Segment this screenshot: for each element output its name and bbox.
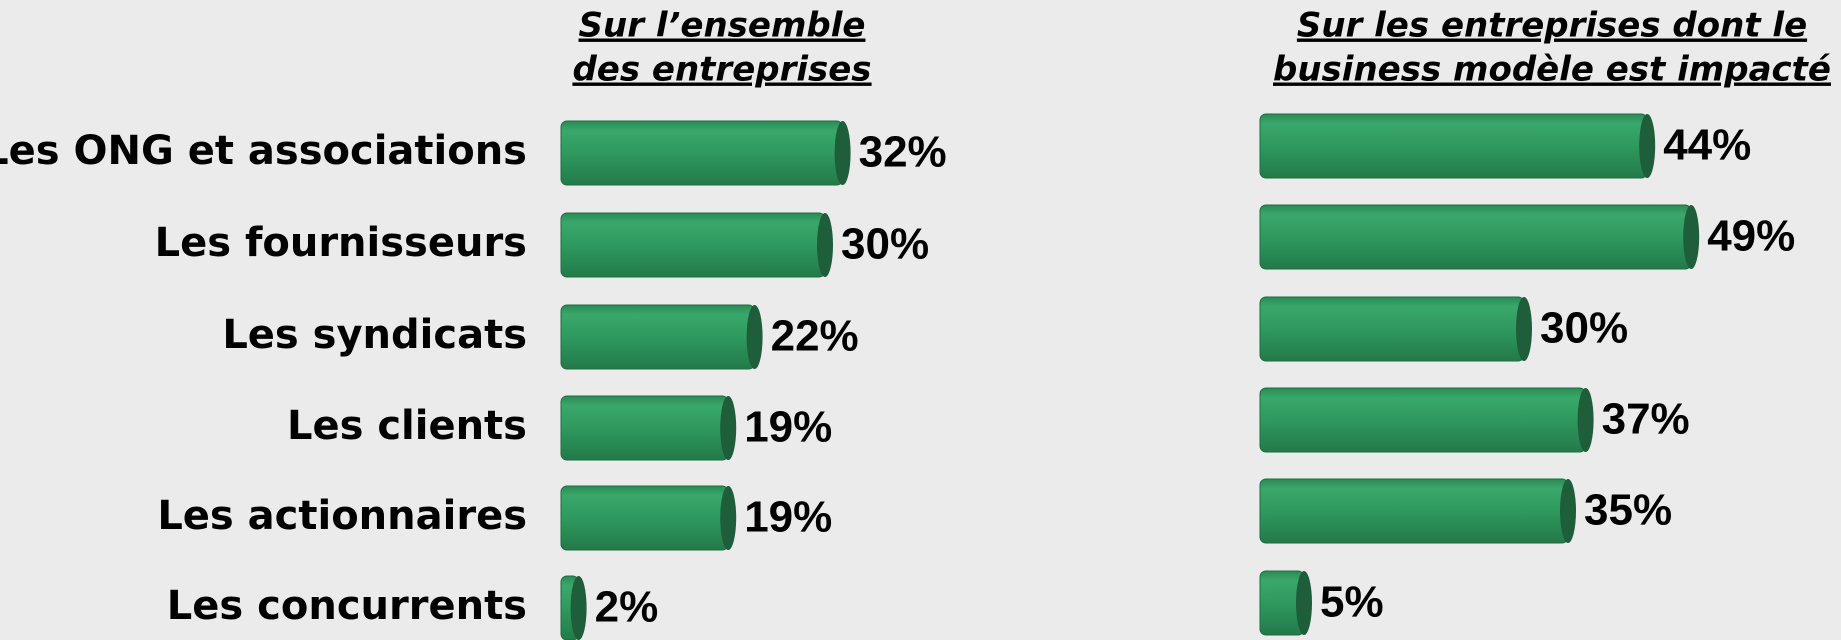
value-label: 37% bbox=[1602, 395, 1690, 444]
value-label: 19% bbox=[744, 403, 832, 452]
panel-title: business modèle est impacté bbox=[1273, 50, 1831, 90]
panel-title: Sur les entreprises dont le bbox=[1297, 6, 1807, 46]
bar bbox=[1259, 387, 1587, 453]
panel-title: des entreprises bbox=[572, 50, 871, 90]
value-label: 22% bbox=[771, 312, 859, 361]
value-label: 30% bbox=[841, 220, 929, 269]
bar-cap bbox=[1577, 388, 1594, 452]
panel-title: Sur l’ensemble bbox=[579, 6, 866, 46]
value-label: 2% bbox=[595, 583, 659, 632]
bar bbox=[560, 304, 756, 370]
value-label: 49% bbox=[1707, 212, 1795, 261]
value-label: 44% bbox=[1663, 121, 1751, 170]
bar-cap bbox=[720, 486, 737, 550]
bar-cap bbox=[817, 213, 833, 277]
bar bbox=[1259, 113, 1648, 179]
bar-cap bbox=[834, 121, 851, 185]
bar bbox=[560, 485, 729, 551]
bar-cap bbox=[570, 576, 587, 640]
category-label: Les concurrents bbox=[167, 583, 527, 629]
category-label: Les ONG et associations bbox=[0, 128, 527, 174]
category-label: Les clients bbox=[287, 403, 527, 449]
value-label: 5% bbox=[1320, 578, 1384, 627]
bar bbox=[1259, 478, 1569, 544]
value-label: 35% bbox=[1584, 486, 1672, 535]
bar-cap bbox=[720, 396, 737, 460]
bar bbox=[560, 120, 844, 186]
category-label: Les actionnaires bbox=[157, 493, 527, 539]
bar bbox=[1259, 296, 1525, 362]
bar-cap bbox=[1516, 297, 1532, 361]
value-label: 32% bbox=[859, 128, 947, 177]
value-label: 30% bbox=[1540, 304, 1628, 353]
bar-cap bbox=[1296, 571, 1312, 635]
bar-cap bbox=[1683, 205, 1700, 269]
category-label: Les fournisseurs bbox=[155, 220, 527, 266]
category-label: Les syndicats bbox=[222, 312, 527, 358]
bar-cap bbox=[1560, 479, 1576, 543]
bar bbox=[560, 212, 826, 278]
value-label: 19% bbox=[744, 493, 832, 542]
bar bbox=[1259, 204, 1692, 270]
bar bbox=[560, 395, 729, 461]
bar-cap bbox=[1639, 114, 1656, 178]
bar-cap bbox=[746, 305, 763, 369]
